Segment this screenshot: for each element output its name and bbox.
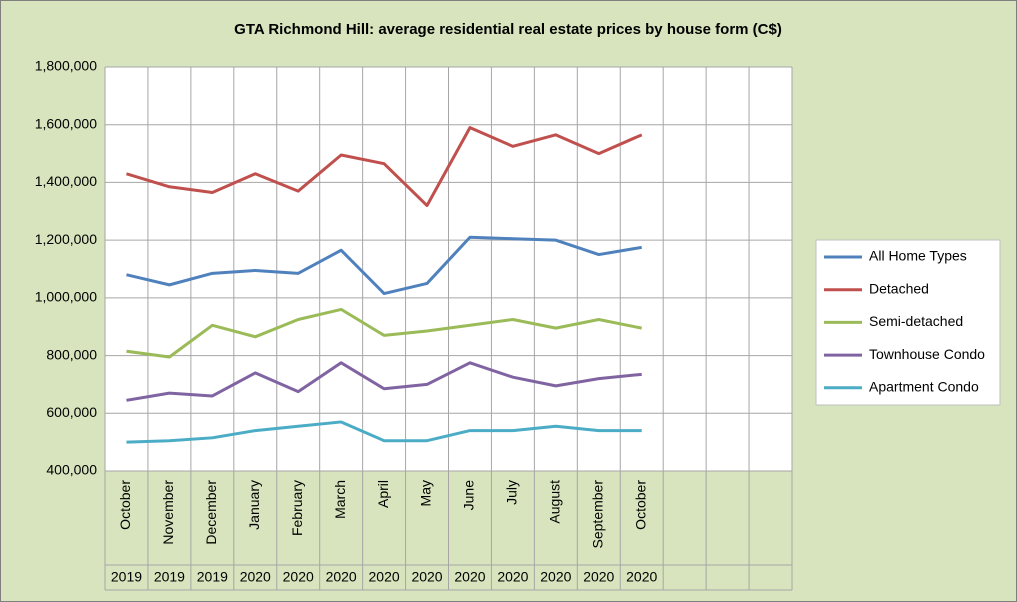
y-tick-label: 1,000,000 <box>35 289 97 305</box>
x-group-label: 2020 <box>411 569 442 585</box>
x-group-label: 2020 <box>283 569 314 585</box>
x-tick-label: September <box>589 480 605 549</box>
series-line <box>126 235 642 296</box>
x-group-label: 2019 <box>111 569 142 585</box>
series-line <box>126 307 643 359</box>
x-tick-label: May <box>418 480 434 506</box>
x-tick-label: June <box>461 480 477 511</box>
x-tick-label: October <box>632 480 648 530</box>
y-tick-label: 600,000 <box>46 404 97 420</box>
series-line <box>126 361 642 402</box>
legend-label: All Home Types <box>869 248 967 264</box>
x-tick-label: February <box>289 480 305 536</box>
x-tick-label: January <box>246 480 262 530</box>
x-group-label: 2020 <box>497 569 528 585</box>
y-tick-label: 1,600,000 <box>35 115 97 131</box>
x-group-label: 2020 <box>326 569 357 585</box>
x-tick-label: August <box>547 480 563 524</box>
x-group-label: 2020 <box>583 569 614 585</box>
x-tick-label: December <box>203 480 219 545</box>
x-group-label: 2020 <box>540 569 571 585</box>
legend-label: Detached <box>869 280 929 296</box>
x-tick-label: October <box>117 480 133 530</box>
x-tick-label: July <box>504 480 520 505</box>
y-tick-label: 1,800,000 <box>35 58 97 74</box>
x-group-label: 2019 <box>154 569 185 585</box>
series-line <box>126 420 642 444</box>
legend-label: Semi-detached <box>869 313 963 329</box>
legend-label: Townhouse Condo <box>869 346 985 362</box>
x-tick-label: April <box>375 480 391 508</box>
x-group-label: 2019 <box>197 569 228 585</box>
y-tick-label: 400,000 <box>46 462 97 478</box>
chart-title: GTA Richmond Hill: average residential r… <box>234 21 782 38</box>
x-group-label: 2020 <box>454 569 485 585</box>
x-group-label: 2020 <box>240 569 271 585</box>
x-tick-label: November <box>160 480 176 545</box>
series-line <box>126 126 643 208</box>
y-tick-label: 800,000 <box>46 346 97 362</box>
y-tick-label: 1,200,000 <box>35 231 97 247</box>
y-tick-label: 1,400,000 <box>35 173 97 189</box>
x-group-label: 2020 <box>369 569 400 585</box>
x-group-label: 2020 <box>626 569 657 585</box>
x-tick-label: March <box>332 480 348 519</box>
legend-label: Apartment Condo <box>869 379 979 395</box>
